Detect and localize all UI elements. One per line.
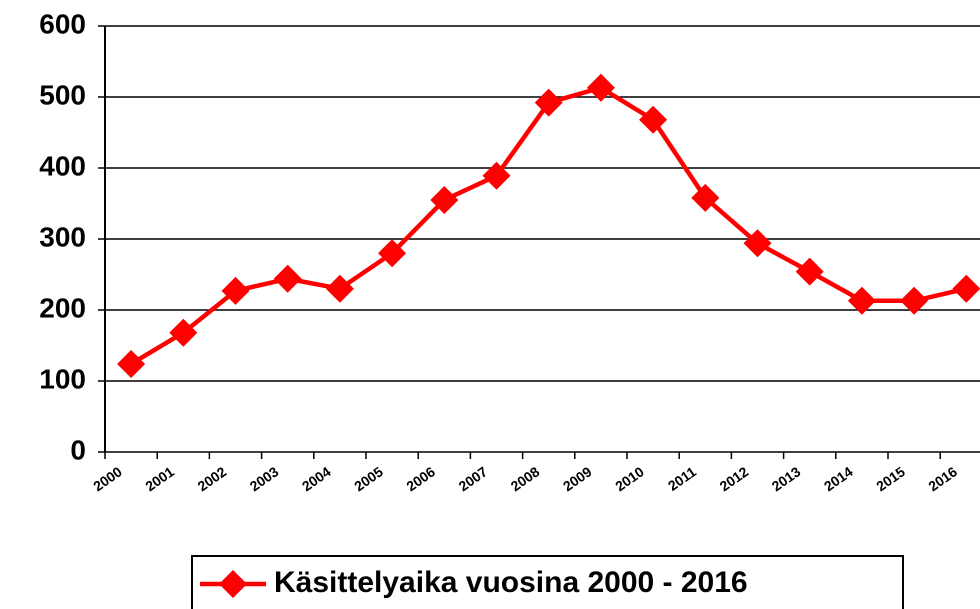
marker bbox=[586, 73, 615, 102]
y-tick-label: 0 bbox=[70, 434, 86, 465]
marker bbox=[221, 276, 250, 305]
marker bbox=[325, 274, 354, 303]
x-tick-label: 2003 bbox=[247, 463, 282, 494]
marker bbox=[691, 183, 720, 212]
x-tick-label: 2001 bbox=[142, 463, 177, 494]
x-tick-label: 2000 bbox=[90, 463, 125, 494]
marker bbox=[534, 88, 563, 117]
marker bbox=[430, 185, 459, 214]
x-tick-label: 2007 bbox=[456, 463, 491, 494]
x-tick-label: 2013 bbox=[769, 463, 804, 494]
marker bbox=[743, 229, 772, 258]
legend-label: Käsittelyaika vuosina 2000 - 2016 bbox=[274, 566, 748, 599]
y-tick-label: 400 bbox=[39, 150, 86, 181]
y-tick-label: 200 bbox=[39, 292, 86, 323]
x-tick-label: 2008 bbox=[508, 463, 543, 494]
x-tick-label: 2016 bbox=[925, 463, 960, 494]
y-tick-label: 300 bbox=[39, 221, 86, 252]
marker bbox=[117, 349, 146, 378]
marker bbox=[795, 257, 824, 286]
x-tick-label: 2011 bbox=[665, 463, 699, 494]
y-tick-label: 100 bbox=[39, 363, 86, 394]
marker bbox=[273, 264, 302, 293]
x-tick-label: 2015 bbox=[873, 463, 908, 494]
marker bbox=[900, 286, 929, 315]
x-tick-label: 2006 bbox=[403, 463, 438, 494]
marker bbox=[952, 274, 980, 303]
marker bbox=[169, 318, 198, 347]
y-tick-label: 600 bbox=[39, 8, 86, 39]
y-tick-label: 500 bbox=[39, 79, 86, 110]
x-tick-label: 2010 bbox=[612, 463, 647, 494]
marker bbox=[482, 161, 511, 190]
x-tick-label: 2004 bbox=[299, 463, 334, 494]
x-tick-label: 2009 bbox=[560, 463, 595, 494]
marker bbox=[378, 239, 407, 268]
x-tick-label: 2005 bbox=[351, 463, 386, 494]
marker bbox=[639, 105, 668, 134]
legend-box bbox=[191, 555, 904, 609]
x-tick-label: 2012 bbox=[717, 463, 752, 494]
marker bbox=[847, 286, 876, 315]
x-tick-label: 2002 bbox=[195, 463, 230, 494]
legend-swatch-marker bbox=[219, 570, 247, 598]
x-tick-label: 2014 bbox=[821, 463, 856, 494]
series-line bbox=[129, 85, 967, 366]
